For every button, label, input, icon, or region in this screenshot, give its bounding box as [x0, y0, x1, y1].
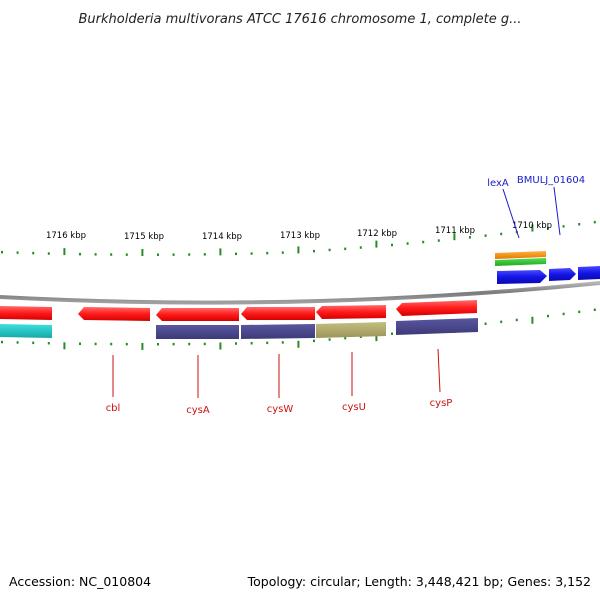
gene-labels: lexA BMULJ_01604 cbl cysA cysW cysU cysP — [106, 175, 585, 416]
map-title: Burkholderia multivorans ATCC 17616 chro… — [79, 12, 522, 27]
cog-segment-teal — [0, 324, 52, 338]
scale-label: 1716 kbp — [46, 231, 86, 241]
gene-BMULJ-01604[interactable] — [549, 268, 576, 281]
gene-cbl[interactable] — [78, 307, 150, 321]
topology-summary: Topology: circular; Length: 3,448,421 bp… — [247, 574, 591, 589]
cog-segment-olive — [316, 322, 386, 338]
upper-scale-ticks — [1, 220, 596, 256]
scale-label: 1710 kbp — [512, 221, 552, 231]
scale-label: 1714 kbp — [202, 232, 242, 242]
gene-cysU[interactable] — [316, 305, 386, 319]
gene-cysW[interactable] — [241, 307, 315, 320]
gene-label-cbl[interactable]: cbl — [106, 403, 121, 414]
scale-label: 1715 kbp — [124, 232, 164, 242]
scale-label: 1711 kbp — [435, 226, 475, 236]
cog-segment-green — [495, 258, 546, 266]
gene-label-cysU[interactable]: cysU — [342, 402, 366, 413]
reverse-strand-genes — [0, 300, 477, 321]
chromosome-backbone — [0, 281, 600, 305]
gene-forward-edge[interactable] — [578, 266, 600, 280]
accession-text: Accession: NC_010804 — [9, 574, 151, 589]
gene-label-cysP[interactable]: cysP — [430, 398, 453, 409]
gene-label-lexA[interactable]: lexA — [487, 178, 509, 189]
cog-ring-lower — [0, 318, 478, 339]
gene-cysP[interactable] — [396, 300, 477, 316]
leader-lexA — [502, 188, 520, 239]
leader-cysP — [437, 348, 441, 393]
cog-segment-orange — [495, 251, 546, 259]
gene-reverse-edge[interactable] — [0, 306, 52, 320]
cog-ring-upper — [495, 251, 546, 266]
gene-cysA[interactable] — [156, 308, 239, 321]
scale-label: 1713 kbp — [280, 231, 320, 241]
forward-strand-genes — [497, 266, 600, 284]
gene-label-cysA[interactable]: cysA — [186, 405, 210, 416]
cog-segment-purple — [396, 318, 478, 335]
gene-label-BMULJ-01604[interactable]: BMULJ_01604 — [517, 175, 585, 186]
gene-label-cysW[interactable]: cysW — [267, 404, 294, 415]
cog-segment-purple — [156, 325, 239, 339]
scale-labels: 1716 kbp 1715 kbp 1714 kbp 1713 kbp 1712… — [46, 221, 552, 242]
leader-BMULJ-01604 — [553, 186, 561, 236]
gene-lexA[interactable] — [497, 270, 547, 284]
cog-segment-purple — [241, 324, 315, 339]
label-leaders — [112, 186, 561, 398]
scale-label: 1712 kbp — [357, 229, 397, 239]
